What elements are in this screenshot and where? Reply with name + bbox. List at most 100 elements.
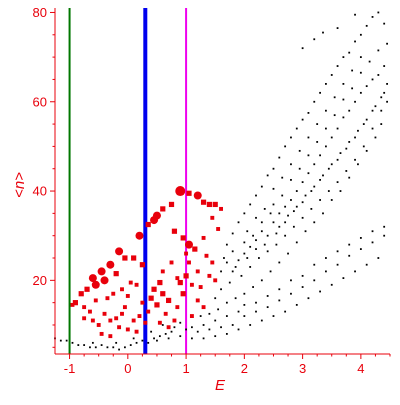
data-point-s2-234 xyxy=(295,303,298,306)
data-point-s2-63 xyxy=(330,136,333,139)
data-point-s2-41 xyxy=(336,250,339,253)
data-point-s2-98 xyxy=(371,16,374,18)
data-point-s2-103 xyxy=(336,27,339,29)
data-point-s2-146 xyxy=(371,127,374,130)
data-point-s2-180 xyxy=(252,234,254,237)
data-point-s1-19 xyxy=(200,199,207,205)
data-point-s1-44 xyxy=(143,320,148,325)
data-point-s2-55 xyxy=(284,205,287,208)
data-point-s1-2 xyxy=(91,280,100,289)
data-point-s2-65 xyxy=(342,116,345,119)
data-point-s2-18 xyxy=(153,337,155,340)
data-point-s1-60 xyxy=(177,279,183,286)
data-point-s2-183 xyxy=(278,225,281,228)
data-point-s2-40 xyxy=(325,257,327,259)
data-point-s1-8 xyxy=(131,255,137,261)
data-point-s2-226 xyxy=(359,248,362,250)
data-point-s1-38 xyxy=(96,323,101,327)
data-point-s2-233 xyxy=(284,310,287,313)
data-point-s2-74 xyxy=(231,232,234,235)
data-point-s2-125 xyxy=(225,301,228,304)
data-point-s2-191 xyxy=(348,141,351,143)
data-point-s2-167 xyxy=(281,176,284,179)
data-point-s2-197 xyxy=(220,270,222,273)
data-point-s2-231 xyxy=(260,319,263,322)
data-point-s1-26 xyxy=(82,305,87,310)
data-point-s1-50 xyxy=(148,295,154,301)
data-point-s2-107 xyxy=(380,123,383,125)
data-point-s2-133 xyxy=(258,257,260,259)
data-point-s2-202 xyxy=(263,243,266,246)
data-point-s2-134 xyxy=(266,250,269,253)
data-point-s2-126 xyxy=(217,308,220,311)
data-point-s1-31 xyxy=(120,287,124,292)
data-point-s2-38 xyxy=(301,274,304,277)
data-point-s1-70 xyxy=(169,260,174,265)
data-point-s1-27 xyxy=(88,309,92,314)
data-point-s2-242 xyxy=(225,333,228,335)
data-point-s2-140 xyxy=(319,199,321,201)
data-point-s2-222 xyxy=(313,279,316,282)
data-point-s2-152 xyxy=(298,167,301,170)
data-point-s1-7 xyxy=(122,255,128,261)
data-point-s2-129 xyxy=(220,288,222,291)
data-point-s2-108 xyxy=(374,136,377,139)
data-point-s1-17 xyxy=(186,190,192,196)
data-point-s1-88 xyxy=(140,300,145,305)
data-point-s2-101 xyxy=(313,38,316,41)
data-point-s2-204 xyxy=(284,221,287,224)
data-point-s2-28 xyxy=(191,326,193,329)
data-point-s2-254 xyxy=(173,326,176,329)
data-point-s1-45 xyxy=(117,325,122,330)
data-point-s1-56 xyxy=(163,311,168,316)
data-point-s2-235 xyxy=(307,297,310,300)
data-point-s2-162 xyxy=(386,42,388,45)
data-point-s2-23 xyxy=(115,341,118,344)
data-point-s2-76 xyxy=(243,212,246,215)
data-point-s2-215 xyxy=(380,96,383,99)
data-point-s2-131 xyxy=(240,274,243,277)
data-point-s1-48 xyxy=(99,331,104,336)
data-point-s1-76 xyxy=(216,227,221,231)
data-point-s2-56 xyxy=(290,199,292,201)
data-point-s2-39 xyxy=(313,263,316,266)
data-point-s2-253 xyxy=(185,328,187,331)
data-point-s2-35 xyxy=(266,295,269,297)
data-point-s2-109 xyxy=(365,149,368,152)
data-point-s2-47 xyxy=(237,259,240,262)
data-point-s2-185 xyxy=(295,205,298,208)
data-point-s2-221 xyxy=(301,286,304,288)
data-point-s1-72 xyxy=(175,276,180,281)
data-point-s2-188 xyxy=(322,174,324,177)
data-point-s2-170 xyxy=(307,136,310,139)
data-point-s2-2 xyxy=(59,339,62,342)
data-point-s2-62 xyxy=(325,145,327,148)
data-point-s2-77 xyxy=(249,203,252,206)
data-point-s2-248 xyxy=(156,339,158,342)
data-point-s2-29 xyxy=(202,324,205,326)
data-point-s1-36 xyxy=(108,318,113,323)
data-point-s2-50 xyxy=(255,239,257,242)
data-point-s1-49 xyxy=(108,334,113,339)
data-point-s2-127 xyxy=(208,312,211,315)
data-point-s2-4 xyxy=(71,341,74,344)
data-point-s2-106 xyxy=(386,100,388,103)
data-point-s2-53 xyxy=(272,221,275,224)
data-point-s2-111 xyxy=(348,176,351,179)
data-point-s2-31 xyxy=(225,315,228,317)
data-point-s2-244 xyxy=(202,337,205,340)
data-point-s2-66 xyxy=(348,109,351,112)
data-point-s2-141 xyxy=(327,190,330,192)
data-point-s1-11 xyxy=(145,221,151,228)
data-point-s2-155 xyxy=(325,127,327,130)
data-point-s2-88 xyxy=(313,100,316,103)
data-point-s2-91 xyxy=(330,74,333,76)
data-point-s2-83 xyxy=(284,145,287,148)
data-point-s1-68 xyxy=(201,235,206,240)
data-point-s2-92 xyxy=(336,65,339,67)
data-point-s2-82 xyxy=(278,156,281,159)
data-point-s2-161 xyxy=(377,49,380,52)
data-point-s2-178 xyxy=(231,250,234,253)
data-point-s2-136 xyxy=(284,234,287,237)
data-point-s2-117 xyxy=(295,241,298,244)
